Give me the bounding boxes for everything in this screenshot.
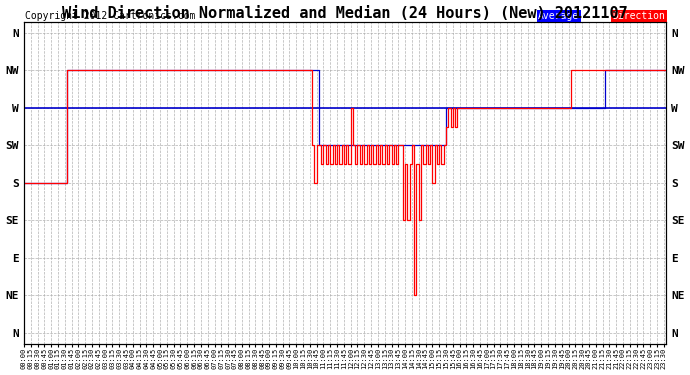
Text: Average: Average — [538, 11, 580, 21]
Text: Copyright 2012 Cartronics.com: Copyright 2012 Cartronics.com — [26, 11, 195, 21]
Text: Direction: Direction — [613, 11, 665, 21]
Title: Wind Direction Normalized and Median (24 Hours) (New) 20121107: Wind Direction Normalized and Median (24… — [62, 6, 628, 21]
